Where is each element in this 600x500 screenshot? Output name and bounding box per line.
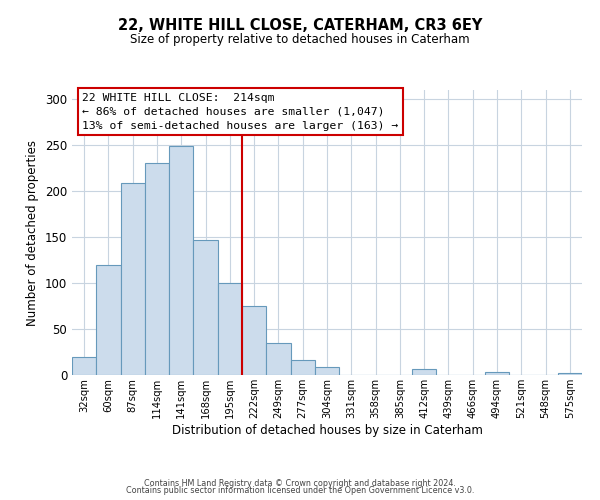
Bar	[145, 162, 169, 375]
Bar	[290, 360, 315, 375]
Bar	[121, 183, 145, 375]
Bar	[315, 366, 339, 375]
Bar	[218, 283, 242, 375]
X-axis label: Distribution of detached houses by size in Caterham: Distribution of detached houses by size …	[172, 424, 482, 436]
Bar	[193, 240, 218, 375]
Text: Contains HM Land Registry data © Crown copyright and database right 2024.: Contains HM Land Registry data © Crown c…	[144, 478, 456, 488]
Bar	[72, 356, 96, 375]
Bar	[558, 373, 582, 375]
Y-axis label: Number of detached properties: Number of detached properties	[26, 140, 40, 326]
Bar	[412, 370, 436, 375]
Bar	[266, 343, 290, 375]
Bar	[242, 306, 266, 375]
Bar	[485, 372, 509, 375]
Bar	[96, 264, 121, 375]
Text: 22 WHITE HILL CLOSE:  214sqm
← 86% of detached houses are smaller (1,047)
13% of: 22 WHITE HILL CLOSE: 214sqm ← 86% of det…	[82, 93, 398, 131]
Text: 22, WHITE HILL CLOSE, CATERHAM, CR3 6EY: 22, WHITE HILL CLOSE, CATERHAM, CR3 6EY	[118, 18, 482, 32]
Text: Contains public sector information licensed under the Open Government Licence v3: Contains public sector information licen…	[126, 486, 474, 495]
Text: Size of property relative to detached houses in Caterham: Size of property relative to detached ho…	[130, 32, 470, 46]
Bar	[169, 146, 193, 375]
